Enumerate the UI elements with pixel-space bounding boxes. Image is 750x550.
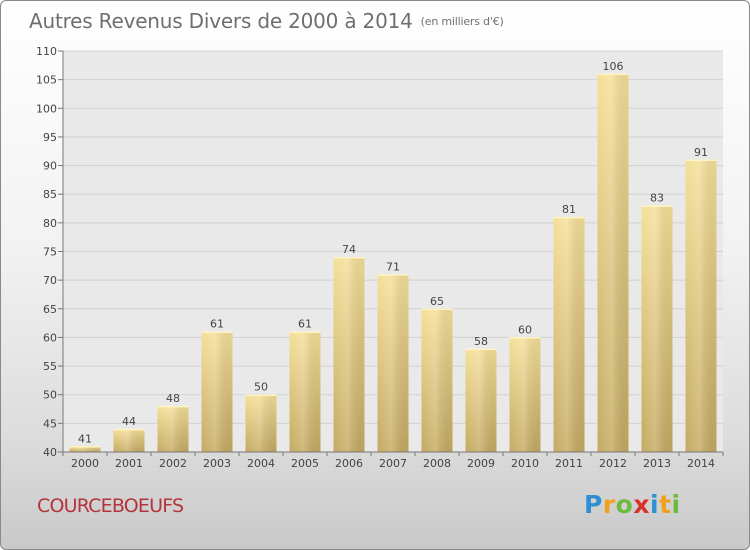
axes: 40 45 50 55 60 65 70 75 80 85 90 95 100 105 110 2000 200… <box>36 45 724 470</box>
x-tick-label: 2005 <box>291 457 319 470</box>
proxiti-logo: Proxiti <box>584 490 681 519</box>
x-tick-label: 2010 <box>511 457 539 470</box>
x-tick-label: 2006 <box>335 457 363 470</box>
chart-subtitle: (en milliers d'€) <box>420 15 504 28</box>
bar-highlight <box>157 406 189 452</box>
data-label: 74 <box>342 243 356 256</box>
data-label: 106 <box>603 60 624 73</box>
data-label: 50 <box>254 381 268 394</box>
bar-highlight <box>465 348 497 452</box>
x-tick-label: 2007 <box>379 457 407 470</box>
y-tick-label: 80 <box>43 217 57 230</box>
y-tick-label: 60 <box>43 331 57 344</box>
data-label: 91 <box>694 146 708 159</box>
data-label: 60 <box>518 323 532 336</box>
x-tick-label: 2002 <box>159 457 187 470</box>
x-tick-label: 2012 <box>599 457 627 470</box>
y-tick-label: 100 <box>36 102 57 115</box>
logo-letter: t <box>659 490 672 519</box>
x-tick-label: 2000 <box>71 457 99 470</box>
data-label: 83 <box>650 192 664 205</box>
x-tick-label: 2014 <box>687 457 715 470</box>
y-tick-label: 85 <box>43 188 57 201</box>
logo-letter: o <box>615 490 634 519</box>
y-tick-label: 55 <box>43 360 57 373</box>
y-tick-label: 75 <box>43 246 57 259</box>
logo-letter: r <box>602 490 616 519</box>
x-tick-label: 2009 <box>467 457 495 470</box>
bar-highlight <box>69 446 101 452</box>
y-tick-label: 70 <box>43 274 57 287</box>
bar-highlight <box>509 337 541 452</box>
bar-highlight <box>113 429 145 452</box>
x-tick-label: 2008 <box>423 457 451 470</box>
bar-highlight <box>685 159 717 453</box>
logo-letter: i <box>671 490 681 519</box>
y-tick-label: 105 <box>36 74 57 87</box>
commune-name: COURCEBOEUFS <box>37 495 184 517</box>
data-label: 71 <box>386 260 400 273</box>
logo-letter: P <box>584 490 603 519</box>
y-tick-label: 40 <box>43 446 57 459</box>
bar-highlight <box>553 217 585 452</box>
data-label: 81 <box>562 203 576 216</box>
y-tick-label: 45 <box>43 417 57 430</box>
bar-highlight <box>289 331 321 452</box>
data-label: 65 <box>430 295 444 308</box>
bar-highlight <box>201 331 233 452</box>
bar-highlight <box>377 274 409 452</box>
y-tick-label: 110 <box>36 45 57 58</box>
x-tick-label: 2004 <box>247 457 275 470</box>
title-text: Autres Revenus Divers de 2000 à 2014 <box>29 9 413 33</box>
chart-title: Autres Revenus Divers de 2000 à 2014 (en … <box>29 9 504 33</box>
x-tick-label: 2001 <box>115 457 143 470</box>
bar-highlight <box>421 308 453 452</box>
data-label: 41 <box>78 432 92 445</box>
x-tick-label: 2013 <box>643 457 671 470</box>
logo-letter: i <box>650 490 660 519</box>
x-tick-label: 2003 <box>203 457 231 470</box>
x-tick-label: 2011 <box>555 457 583 470</box>
bar-highlight <box>641 205 673 452</box>
data-label: 61 <box>210 318 224 331</box>
data-label: 61 <box>298 318 312 331</box>
data-label: 48 <box>166 392 180 405</box>
bar-highlight <box>245 394 277 452</box>
data-label: 58 <box>474 335 488 348</box>
y-tick-label: 65 <box>43 303 57 316</box>
y-tick-label: 50 <box>43 389 57 402</box>
data-label: 44 <box>122 415 136 428</box>
bars: 41 44 48 61 50 61 74 71 65 58 60 81 106 83 91 <box>69 60 717 453</box>
y-tick-label: 90 <box>43 160 57 173</box>
bar-highlight <box>597 73 629 453</box>
y-tick-label: 95 <box>43 131 57 144</box>
logo-letter: x <box>633 490 650 519</box>
bar-highlight <box>333 257 365 452</box>
